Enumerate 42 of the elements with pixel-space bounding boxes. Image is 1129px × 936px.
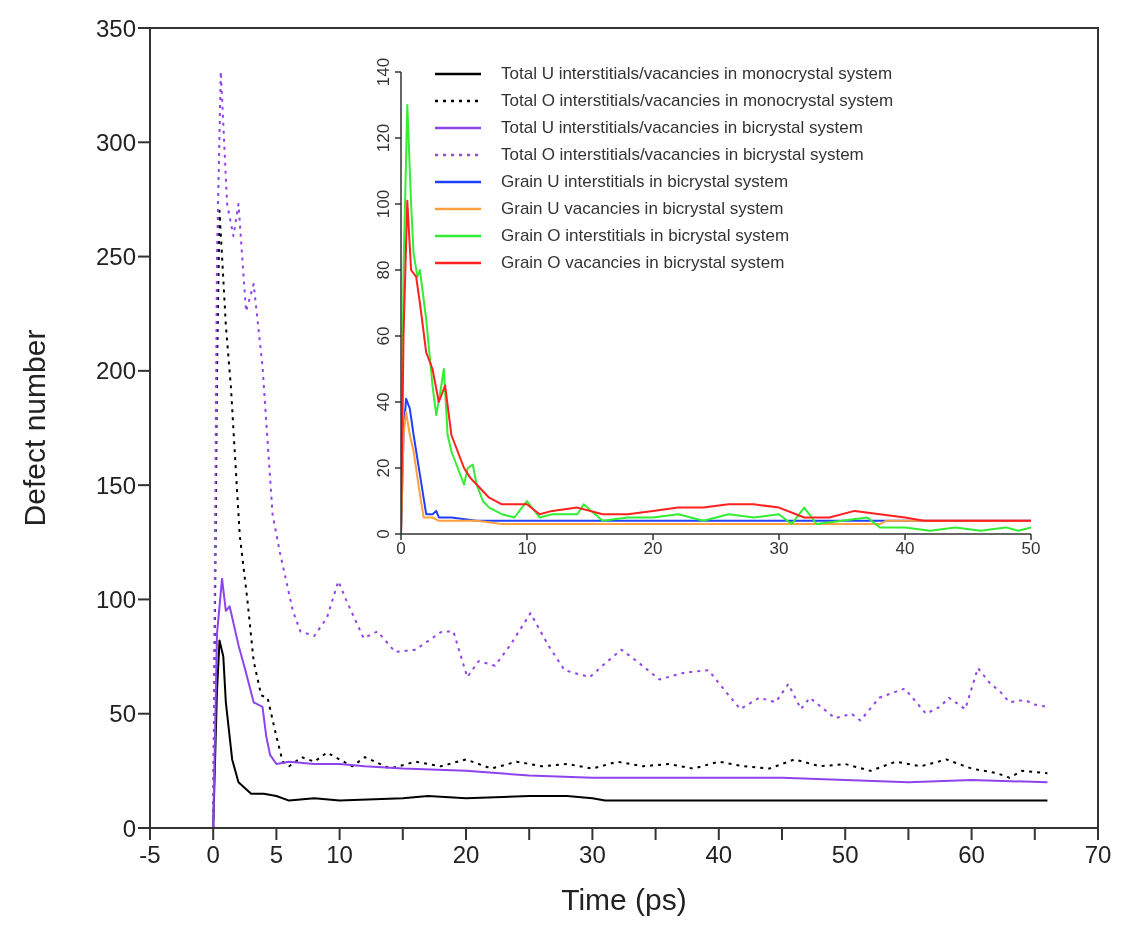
legend-label: Grain U interstitials in bicrystal system bbox=[501, 171, 789, 192]
x-tick-label: 30 bbox=[579, 841, 606, 869]
y-tick-label: 0 bbox=[374, 529, 393, 539]
y-tick-label: 120 bbox=[374, 123, 393, 153]
y-tick-label: 150 bbox=[95, 471, 136, 499]
legend-label: Total U interstitials/vacancies in bicrystal system bbox=[501, 117, 863, 138]
y-tick-label: 80 bbox=[374, 260, 393, 280]
x-tick-label: 0 bbox=[396, 539, 406, 559]
x-tick-label: 0 bbox=[206, 841, 220, 869]
y-axis-title: Defect number bbox=[17, 329, 51, 527]
x-tick-label: 30 bbox=[769, 539, 789, 559]
x-tick-label: 5 bbox=[269, 841, 284, 869]
x-tick-label: 50 bbox=[1021, 539, 1041, 559]
x-tick-label: 50 bbox=[831, 841, 859, 869]
y-tick-label: 140 bbox=[374, 57, 393, 87]
y-tick-label: 20 bbox=[374, 458, 393, 478]
x-axis-title: Time (ps) bbox=[561, 883, 687, 916]
legend-label: Grain O interstitials in bicrystal system bbox=[501, 225, 790, 246]
y-tick-label: 100 bbox=[374, 189, 393, 219]
y-tick-label: 200 bbox=[95, 357, 136, 385]
x-tick-label: 70 bbox=[1084, 841, 1112, 869]
x-tick-label: 20 bbox=[643, 539, 663, 559]
y-tick-label: 250 bbox=[95, 243, 136, 271]
y-tick-label: 300 bbox=[95, 128, 136, 156]
x-tick-label: 20 bbox=[452, 841, 480, 869]
legend-label: Total O interstitials/vacancies in bicrystal system bbox=[501, 144, 864, 165]
y-tick-label: 40 bbox=[374, 392, 393, 412]
x-tick-label: 40 bbox=[895, 539, 915, 559]
y-tick-label: 0 bbox=[122, 814, 136, 842]
legend-label: Total U interstitials/vacancies in monocrystal system bbox=[501, 63, 893, 84]
y-tick-label: 350 bbox=[95, 14, 136, 42]
x-tick-label: 10 bbox=[326, 841, 353, 869]
x-tick-label: 40 bbox=[705, 841, 733, 869]
legend-label: Total O interstitials/vacancies in monocrystal system bbox=[501, 90, 894, 111]
x-tick-label: 10 bbox=[517, 539, 537, 559]
x-tick-label: 60 bbox=[958, 841, 985, 869]
y-tick-label: 60 bbox=[374, 326, 393, 346]
y-tick-label: 100 bbox=[95, 585, 136, 613]
legend-label: Grain O vacancies in bicrystal system bbox=[501, 252, 785, 273]
y-tick-label: 50 bbox=[109, 700, 136, 728]
legend-label: Grain U vacancies in bicrystal system bbox=[501, 198, 784, 219]
x-tick-label: -5 bbox=[139, 841, 161, 869]
